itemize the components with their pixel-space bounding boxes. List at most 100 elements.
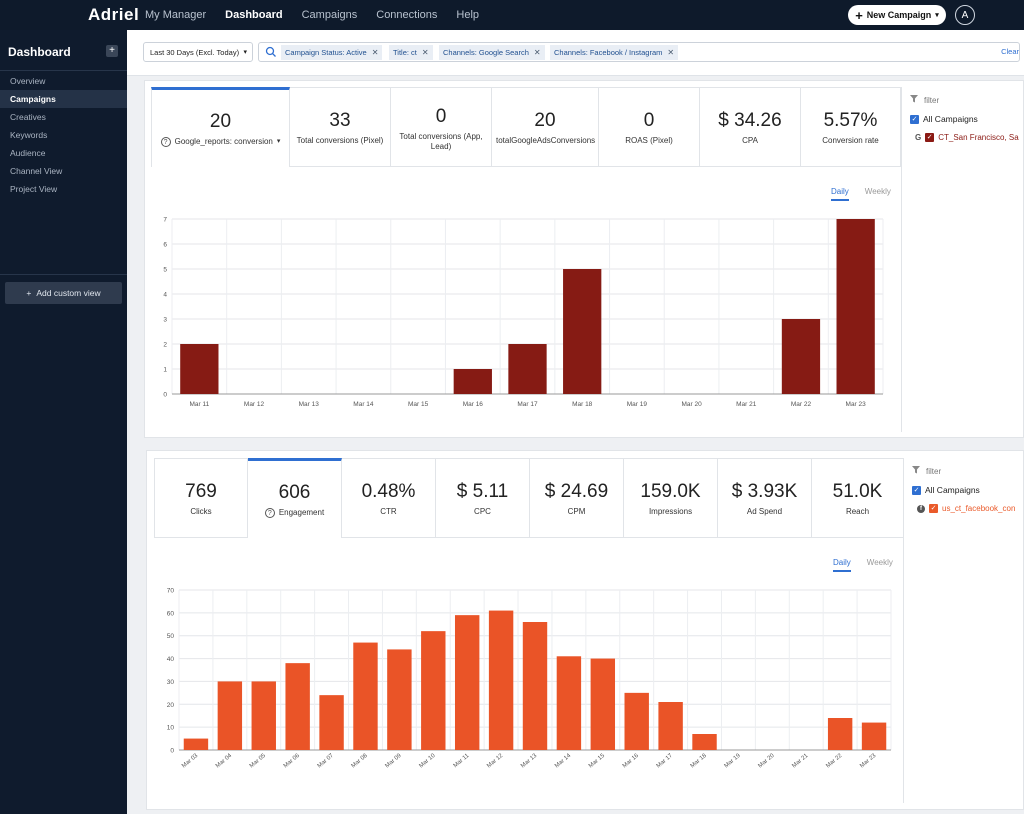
filter-search-box[interactable]: Campaign Status: Active ✕ Title: ct ✕ Chan… <box>258 42 1020 62</box>
kpi-value: 0 <box>643 110 655 131</box>
close-icon[interactable]: ✕ <box>667 48 675 57</box>
x-tick-label: Mar 04 <box>215 753 234 770</box>
kpi-card[interactable]: 0 Total conversions (App, Lead) <box>391 87 492 167</box>
tab-daily[interactable]: Daily <box>833 558 851 572</box>
bar <box>421 631 446 750</box>
facebook-icon: f <box>917 504 925 513</box>
kpi-card[interactable]: $ 5.11 CPC <box>436 458 530 538</box>
nav-connections[interactable]: Connections <box>376 9 438 21</box>
conversions-chart: 0 1 2 3 4 5 6 7 Mar 11 Mar 12 Mar 13 Mar 14 Mar 15 Ma… <box>151 209 891 417</box>
filter-chip[interactable]: Channels: Facebook / Instagram ✕ <box>550 45 679 60</box>
chip-label: Channels: Facebook / Instagram <box>554 48 663 57</box>
x-tick-label: Mar 11 <box>189 401 209 408</box>
y-tick-label: 4 <box>163 292 167 299</box>
filter-chip[interactable]: Title: ct ✕ <box>389 45 433 60</box>
bar <box>319 695 344 750</box>
kpi-value: 20 <box>209 111 232 132</box>
x-tick-label: Mar 18 <box>572 401 593 408</box>
x-tick-label: Mar 21 <box>791 753 810 770</box>
engagement-chart: 0 10 20 30 40 50 60 70 Mar 03 Mar 04 Mar 05 Mar 06 M… <box>154 581 899 806</box>
y-tick-label: 0 <box>170 748 174 755</box>
kpi-card[interactable]: $ 24.69 CPM <box>530 458 624 538</box>
date-range-select[interactable]: Last 30 Days (Excl. Today) ▾ <box>143 42 253 62</box>
y-tick-label: 30 <box>167 679 175 686</box>
bar <box>563 269 602 394</box>
new-campaign-button[interactable]: + New Campaign ▾ <box>848 5 946 25</box>
kpi-value: 5.57% <box>823 110 878 131</box>
sidebar-item-audience[interactable]: Audience <box>10 148 46 158</box>
y-tick-label: 3 <box>163 317 167 324</box>
kpi-label: CTR <box>380 507 397 516</box>
kpi-card[interactable]: 51.0K Reach <box>812 458 904 538</box>
kpi-card[interactable]: 159.0K Impressions <box>624 458 718 538</box>
kpi-card[interactable]: 769 Clicks <box>154 458 248 538</box>
tab-weekly[interactable]: Weekly <box>866 558 893 567</box>
x-tick-label: Mar 14 <box>554 753 573 770</box>
kpi-card[interactable]: 0 ROAS (Pixel) <box>599 87 700 167</box>
campaign-checkbox[interactable]: G ✓ CT_San Francisco, Sa <box>915 133 1019 142</box>
nav-campaigns[interactable]: Campaigns <box>301 9 358 21</box>
kpi-label: Impressions <box>648 507 693 516</box>
kpi-card[interactable]: $ 3.93K Ad Spend <box>718 458 812 538</box>
kpi-row: 769 Clicks 606 ? Engagement 0.48% CTR $ … <box>154 458 904 538</box>
sidebar-item-overview[interactable]: Overview <box>10 76 46 86</box>
kpi-card[interactable]: 606 ? Engagement <box>248 458 342 538</box>
sidebar-item-project-view[interactable]: Project View <box>10 184 58 194</box>
kpi-card[interactable]: 20 totalGoogleAdsConversions <box>492 87 599 167</box>
filter-chip[interactable]: Campaign Status: Active ✕ <box>281 45 383 60</box>
kpi-label: ROAS (Pixel) <box>625 136 673 145</box>
tab-weekly[interactable]: Weekly <box>864 187 891 196</box>
add-custom-view-button[interactable]: + Add custom view <box>5 282 122 304</box>
bar <box>508 344 547 394</box>
close-icon[interactable]: ✕ <box>421 48 429 57</box>
campaign-checkbox[interactable]: f ✓ us_ct_facebook_con <box>917 504 1015 513</box>
nav-my-manager[interactable]: My Manager <box>145 9 207 21</box>
nav-help[interactable]: Help <box>456 9 480 21</box>
add-dashboard-icon[interactable]: + <box>106 45 118 57</box>
google-icon: G <box>915 133 922 142</box>
kpi-label: Clicks <box>190 507 212 516</box>
kpi-card[interactable]: 0.48% CTR <box>342 458 436 538</box>
close-icon[interactable]: ✕ <box>533 48 541 57</box>
all-campaigns-checkbox[interactable]: ✓ All Campaigns <box>910 114 978 124</box>
kpi-card[interactable]: 5.57% Conversion rate <box>801 87 901 167</box>
campaign-filter: filter ✓ All Campaigns f ✓ us_ct_faceboo… <box>903 458 1024 803</box>
kpi-card[interactable]: 33 Total conversions (Pixel) <box>290 87 391 167</box>
chip-label: Channels: Google Search <box>443 48 529 57</box>
sidebar-item-creatives[interactable]: Creatives <box>10 112 46 122</box>
x-tick-label: Mar 15 <box>588 753 607 770</box>
adriel-logo[interactable]: Adriel <box>88 5 140 24</box>
plus-icon: + <box>855 7 863 23</box>
bar <box>556 656 582 750</box>
sidebar-item-channel-view[interactable]: Channel View <box>10 166 63 176</box>
sidebar-item-campaigns[interactable]: Campaigns <box>0 90 127 108</box>
y-tick-label: 6 <box>163 242 167 249</box>
x-tick-label: Mar 22 <box>825 753 844 770</box>
all-campaigns-checkbox[interactable]: ✓ All Campaigns <box>912 485 980 495</box>
filter-chip[interactable]: Channels: Google Search ✕ <box>439 45 545 60</box>
x-tick-label: Mar 20 <box>681 401 702 408</box>
y-tick-label: 10 <box>167 725 175 732</box>
x-tick-label: Mar 11 <box>453 753 471 770</box>
kpi-card[interactable]: 20 ? Google_reports: conversion ▾ <box>151 87 290 167</box>
tab-daily[interactable]: Daily <box>831 187 849 201</box>
kpi-card[interactable]: $ 34.26 CPA <box>700 87 801 167</box>
x-tick-label: Mar 16 <box>463 401 484 408</box>
filter-header: filter <box>912 466 941 476</box>
close-icon[interactable]: ✕ <box>371 48 379 57</box>
sidebar-item-keywords[interactable]: Keywords <box>10 130 48 140</box>
x-tick-label: Mar 20 <box>757 753 776 770</box>
date-range-value: Last 30 Days (Excl. Today) <box>150 47 240 57</box>
bar <box>781 319 821 394</box>
clear-filters-link[interactable]: Clear <box>1001 47 1019 56</box>
user-avatar[interactable]: A <box>955 5 975 25</box>
kpi-value: 33 <box>329 110 351 131</box>
nav-dashboard[interactable]: Dashboard <box>225 9 283 21</box>
x-tick-label: Mar 19 <box>724 753 743 770</box>
kpi-label: ? Engagement <box>248 508 341 518</box>
bar <box>251 681 276 750</box>
kpi-label[interactable]: ? Google_reports: conversion ▾ <box>152 137 289 147</box>
x-tick-label: Mar 12 <box>486 753 505 770</box>
kpi-label: CPA <box>742 136 758 145</box>
all-campaigns-label: All Campaigns <box>923 114 978 124</box>
